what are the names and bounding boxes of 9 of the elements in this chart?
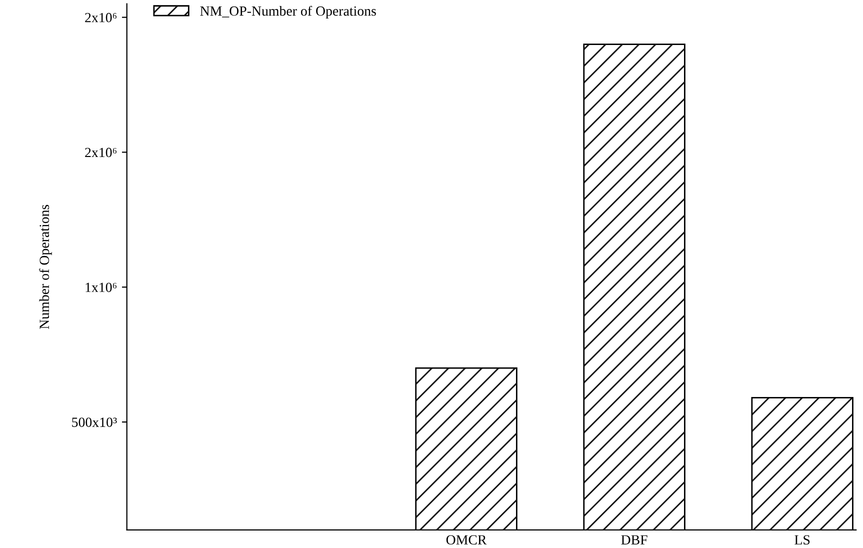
y-tick-label: 1x10⁶ [86,282,117,292]
y-axis-title: Number of Operations [39,204,52,329]
x-tick-label: DBF [621,535,648,544]
x-tick-label: LS [794,535,810,545]
x-tick-label: OMCR [446,535,487,545]
legend-label: NM_OP-Number of Operations [200,6,376,19]
y-tick-label: 500x10³ [72,418,117,427]
y-tick-label: 2x10⁶ [85,148,117,158]
y-tick-label: 2x10⁶ [85,12,117,22]
